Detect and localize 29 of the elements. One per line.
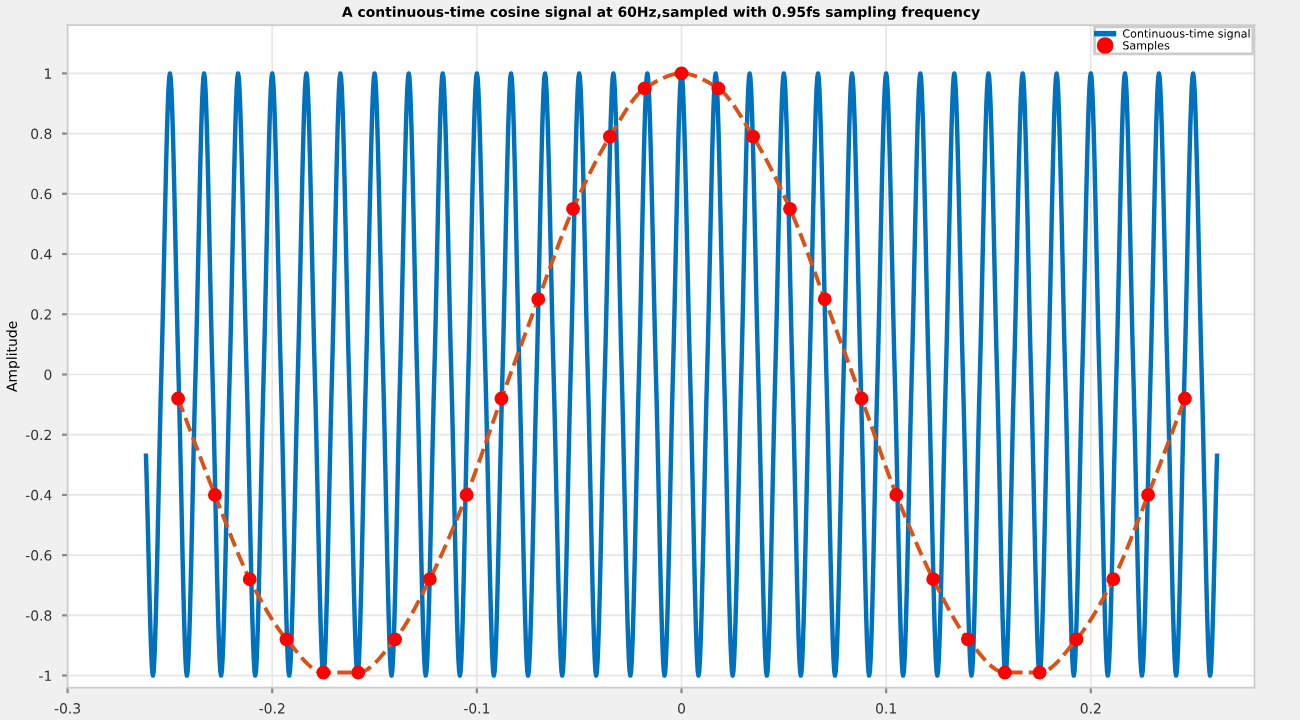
point [566, 201, 580, 216]
point [783, 201, 797, 216]
point [926, 572, 941, 587]
point [1032, 665, 1047, 680]
point [459, 487, 474, 502]
point [279, 632, 294, 647]
point [1177, 391, 1192, 406]
point [171, 391, 186, 406]
point [207, 487, 222, 502]
point [961, 632, 975, 647]
point [817, 292, 832, 307]
point [242, 572, 257, 587]
point [711, 81, 726, 96]
point [602, 129, 617, 144]
point [637, 81, 652, 96]
point [997, 665, 1012, 680]
point [388, 632, 402, 647]
point [854, 391, 869, 406]
point [494, 391, 509, 406]
point [422, 572, 437, 587]
point [746, 129, 761, 144]
point [531, 292, 546, 307]
point [1141, 487, 1156, 502]
point [351, 665, 366, 680]
point [316, 665, 331, 680]
point [1069, 632, 1084, 647]
point [674, 66, 689, 81]
point [889, 487, 904, 502]
point [1106, 572, 1121, 587]
